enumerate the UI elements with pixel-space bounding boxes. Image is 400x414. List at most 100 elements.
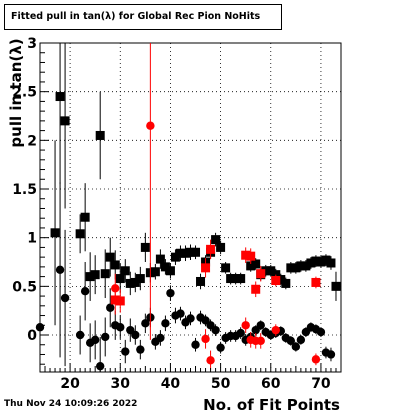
data-point-circle (146, 121, 155, 130)
data-layer (35, 43, 341, 372)
data-point-circle (186, 314, 195, 323)
data-point-square (60, 116, 70, 126)
data-point-square (186, 247, 195, 257)
data-point-square (170, 252, 180, 262)
data-point-square (331, 281, 341, 291)
data-point-square (251, 284, 261, 294)
data-point-square (55, 92, 65, 102)
data-point-circle (161, 319, 170, 328)
data-point-circle (296, 335, 306, 345)
data-point-circle (216, 343, 225, 352)
x-tick-label: 60 (261, 376, 281, 392)
data-point-circle (75, 330, 85, 340)
data-point-square (165, 266, 175, 276)
data-point-circle (96, 361, 105, 371)
data-point-circle (90, 335, 100, 345)
data-point-circle (256, 321, 265, 330)
data-point-square (206, 244, 216, 254)
chart-title-text: Fitted pull in tan(λ) for Global Rec Pio… (11, 11, 261, 22)
data-point-circle (116, 323, 125, 332)
data-point-square (100, 269, 110, 279)
data-point-circle (236, 328, 245, 338)
data-point-circle (271, 325, 280, 335)
data-point-circle (156, 333, 165, 343)
data-point-square (276, 275, 286, 285)
y-tick-label: 3 (27, 36, 37, 52)
data-point-circle (326, 350, 336, 359)
data-point-square (115, 296, 125, 306)
x-tick-label: 40 (161, 376, 181, 392)
data-point-square (50, 228, 60, 238)
data-point-square (110, 260, 120, 270)
data-point-circle (121, 347, 130, 356)
data-point-square (236, 274, 246, 284)
data-point-circle (136, 345, 145, 354)
data-point-square (120, 266, 130, 276)
data-point-square (306, 258, 316, 268)
data-point-square (286, 263, 296, 273)
y-tick-label: 1 (27, 231, 37, 247)
data-point-square (246, 251, 256, 261)
data-point-square (311, 277, 321, 287)
data-point-square (105, 252, 115, 262)
grid (40, 42, 341, 372)
data-point-circle (286, 336, 296, 346)
data-point-square (160, 262, 170, 272)
data-point-square (241, 250, 251, 260)
data-point-square (155, 254, 165, 264)
timestamp: Thu Nov 24 10:09:26 2022 (4, 399, 138, 409)
data-point-square (201, 263, 211, 273)
data-point-circle (316, 327, 326, 337)
data-point-square (231, 274, 241, 284)
y-tick-label: 2.5 (12, 85, 37, 101)
data-point-circle (211, 325, 220, 335)
data-point-circle (35, 323, 45, 332)
chart-title: Fitted pull in tan(λ) for Global Rec Pio… (4, 4, 282, 30)
data-point-circle (256, 336, 265, 346)
x-axis-label: No. of Fit Points (203, 396, 340, 414)
data-point-circle (241, 321, 250, 330)
data-point-circle (201, 334, 210, 344)
data-point-circle (111, 284, 120, 293)
data-point-square (216, 242, 226, 252)
data-point-square (211, 235, 221, 245)
y-tick-label: 0 (27, 328, 37, 344)
data-point-circle (206, 356, 215, 365)
data-point-square (296, 261, 306, 271)
data-point-square (80, 212, 90, 222)
data-point-square (135, 274, 145, 284)
axes: 20 30 40 50 60 70 0 0.5 1 1.5 2 2.5 3 (12, 36, 342, 392)
data-point-circle (176, 309, 185, 318)
data-point-circle (141, 319, 150, 328)
data-point-square (85, 272, 95, 282)
data-point-square (256, 269, 266, 279)
data-point-circle (80, 287, 90, 296)
data-point-circle (291, 342, 301, 351)
x-tick-label: 50 (211, 376, 231, 392)
data-point-square (281, 278, 291, 288)
data-point-square (301, 261, 311, 271)
y-tick-label: 2 (27, 133, 37, 149)
data-point-square (115, 274, 125, 284)
data-point-square (196, 276, 206, 286)
data-point-square (246, 261, 256, 271)
data-point-square (95, 130, 105, 140)
data-point-square (180, 248, 190, 258)
x-tick-label: 30 (111, 376, 131, 392)
data-point-square (191, 247, 201, 257)
data-point-square (226, 274, 236, 284)
data-point-square (321, 255, 331, 265)
y-axis-label: pull in tan(λ) (7, 38, 25, 147)
data-point-square (316, 257, 326, 267)
series-3 (111, 43, 321, 371)
data-point-circle (311, 355, 321, 364)
data-point-square (221, 263, 231, 273)
y-tick-label: 1.5 (12, 182, 37, 198)
x-tick-label: 70 (311, 376, 331, 392)
data-point-square (75, 229, 85, 239)
data-point-circle (191, 340, 200, 349)
data-point-square (130, 277, 140, 287)
data-point-circle (166, 288, 175, 298)
data-point-square (271, 276, 281, 286)
